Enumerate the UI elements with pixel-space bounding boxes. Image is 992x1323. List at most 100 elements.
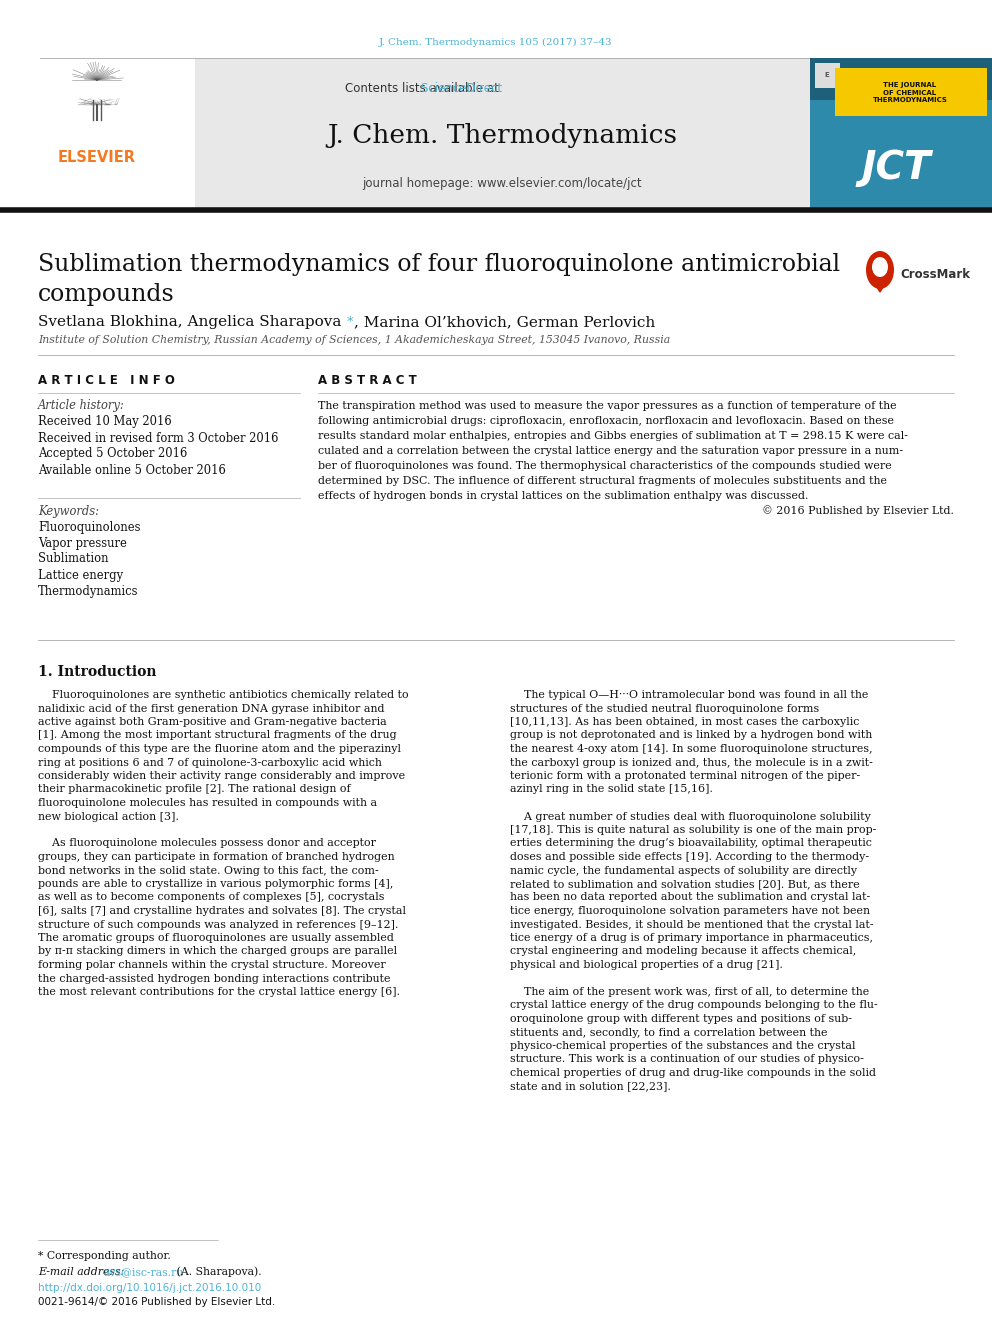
Text: A R T I C L E   I N F O: A R T I C L E I N F O [38, 373, 175, 386]
Text: crystal lattice energy of the drug compounds belonging to the flu-: crystal lattice energy of the drug compo… [510, 1000, 878, 1011]
Text: erties determining the drug’s bioavailability, optimal therapeutic: erties determining the drug’s bioavailab… [510, 839, 872, 848]
Text: Sublimation thermodynamics of four fluoroquinolone antimicrobial: Sublimation thermodynamics of four fluor… [38, 254, 840, 277]
Bar [835, 67, 987, 116]
Text: Received in revised form 3 October 2016: Received in revised form 3 October 2016 [38, 431, 279, 445]
Text: new biological action [3].: new biological action [3]. [38, 811, 179, 822]
Text: stituents and, secondly, to find a correlation between the: stituents and, secondly, to find a corre… [510, 1028, 827, 1037]
Text: Lattice energy: Lattice energy [38, 569, 123, 582]
Text: CrossMark: CrossMark [900, 269, 970, 282]
Text: fluoroquinolone molecules has resulted in compounds with a: fluoroquinolone molecules has resulted i… [38, 798, 377, 808]
Text: [10,11,13]. As has been obtained, in most cases the carboxylic: [10,11,13]. As has been obtained, in mos… [510, 717, 859, 728]
Text: THE JOURNAL
OF CHEMICAL
THERMODYNAMICS: THE JOURNAL OF CHEMICAL THERMODYNAMICS [873, 82, 947, 103]
Text: E: E [824, 71, 829, 78]
Text: * Corresponding author.: * Corresponding author. [38, 1252, 171, 1261]
Text: J. Chem. Thermodynamics 105 (2017) 37–43: J. Chem. Thermodynamics 105 (2017) 37–43 [379, 37, 613, 46]
Text: the nearest 4-oxy atom [14]. In some fluoroquinolone structures,: the nearest 4-oxy atom [14]. In some flu… [510, 744, 873, 754]
Text: doses and possible side effects [19]. According to the thermody-: doses and possible side effects [19]. Ac… [510, 852, 869, 863]
Text: structures of the studied neutral fluoroquinolone forms: structures of the studied neutral fluoro… [510, 704, 819, 713]
Text: physico-chemical properties of the substances and the crystal: physico-chemical properties of the subst… [510, 1041, 855, 1050]
Text: J. Chem. Thermodynamics: J. Chem. Thermodynamics [327, 123, 678, 147]
Text: http://dx.doi.org/10.1016/j.jct.2016.10.010: http://dx.doi.org/10.1016/j.jct.2016.10.… [38, 1283, 261, 1293]
Text: Thermodynamics: Thermodynamics [38, 585, 139, 598]
Text: tice energy, fluoroquinolone solvation parameters have not been: tice energy, fluoroquinolone solvation p… [510, 906, 870, 916]
Text: © 2016 Published by Elsevier Ltd.: © 2016 Published by Elsevier Ltd. [762, 505, 954, 516]
Text: crystal engineering and modeling because it affects chemical,: crystal engineering and modeling because… [510, 946, 856, 957]
Ellipse shape [866, 251, 894, 288]
Text: oroquinolone group with different types and positions of sub-: oroquinolone group with different types … [510, 1013, 852, 1024]
Text: compounds: compounds [38, 283, 175, 307]
Text: [1]. Among the most important structural fragments of the drug: [1]. Among the most important structural… [38, 730, 397, 741]
Text: active against both Gram-positive and Gram-negative bacteria: active against both Gram-positive and Gr… [38, 717, 387, 728]
Text: Keywords:: Keywords: [38, 504, 99, 517]
Text: ber of fluoroquinolones was found. The thermophysical characteristics of the com: ber of fluoroquinolones was found. The t… [318, 460, 892, 471]
Ellipse shape [872, 257, 888, 277]
Text: JCT: JCT [861, 149, 930, 187]
Text: as well as to become components of complexes [5], cocrystals: as well as to become components of compl… [38, 893, 385, 902]
Text: related to sublimation and solvation studies [20]. But, as there: related to sublimation and solvation stu… [510, 878, 860, 889]
Text: Fluoroquinolones: Fluoroquinolones [38, 520, 141, 533]
Text: group is not deprotonated and is linked by a hydrogen bond with: group is not deprotonated and is linked … [510, 730, 872, 741]
Text: by π-π stacking dimers in which the charged groups are parallel: by π-π stacking dimers in which the char… [38, 946, 397, 957]
Text: effects of hydrogen bonds in crystal lattices on the sublimation enthalpy was di: effects of hydrogen bonds in crystal lat… [318, 491, 808, 501]
Text: nalidixic acid of the first generation DNA gyrase inhibitor and: nalidixic acid of the first generation D… [38, 704, 385, 713]
Text: state and in solution [22,23].: state and in solution [22,23]. [510, 1081, 671, 1091]
Text: terionic form with a protonated terminal nitrogen of the piper-: terionic form with a protonated terminal… [510, 771, 860, 781]
Text: [6], salts [7] and crystalline hydrates and solvates [8]. The crystal: [6], salts [7] and crystalline hydrates … [38, 906, 406, 916]
Text: groups, they can participate in formation of branched hydrogen: groups, they can participate in formatio… [38, 852, 395, 863]
Bar [815, 64, 840, 89]
Text: As fluoroquinolone molecules possess donor and acceptor: As fluoroquinolone molecules possess don… [38, 839, 376, 848]
Text: the most relevant contributions for the crystal lattice energy [6].: the most relevant contributions for the … [38, 987, 400, 998]
Text: forming polar channels within the crystal structure. Moreover: forming polar channels within the crysta… [38, 960, 386, 970]
Polygon shape [875, 284, 885, 292]
Text: E-mail address:: E-mail address: [38, 1267, 128, 1277]
Text: A great number of studies deal with fluoroquinolone solubility: A great number of studies deal with fluo… [510, 811, 871, 822]
Text: Svetlana Blokhina, Angelica Sharapova: Svetlana Blokhina, Angelica Sharapova [38, 315, 341, 329]
Text: azinyl ring in the solid state [15,16].: azinyl ring in the solid state [15,16]. [510, 785, 713, 795]
Text: , Marina Ol’khovich, German Perlovich: , Marina Ol’khovich, German Perlovich [354, 315, 656, 329]
Text: structure of such compounds was analyzed in references [9–12].: structure of such compounds was analyzed… [38, 919, 399, 930]
Text: [17,18]. This is quite natural as solubility is one of the main prop-: [17,18]. This is quite natural as solubi… [510, 826, 876, 835]
Text: considerably widen their activity range considerably and improve: considerably widen their activity range … [38, 771, 405, 781]
Bar [0, 58, 195, 210]
Text: their pharmacokinetic profile [2]. The rational design of: their pharmacokinetic profile [2]. The r… [38, 785, 350, 795]
Text: culated and a correlation between the crystal lattice energy and the saturation : culated and a correlation between the cr… [318, 446, 903, 456]
Text: the carboxyl group is ionized and, thus, the molecule is in a zwit-: the carboxyl group is ionized and, thus,… [510, 758, 873, 767]
Text: the charged-assisted hydrogen bonding interactions contribute: the charged-assisted hydrogen bonding in… [38, 974, 391, 983]
Text: (A. Sharapova).: (A. Sharapova). [173, 1266, 262, 1277]
Text: Article history:: Article history: [38, 400, 125, 413]
Text: following antimicrobial drugs: ciprofloxacin, enrofloxacin, norfloxacin and levo: following antimicrobial drugs: ciproflox… [318, 415, 894, 426]
Text: The aim of the present work was, first of all, to determine the: The aim of the present work was, first o… [510, 987, 869, 998]
Text: has been no data reported about the sublimation and crystal lat-: has been no data reported about the subl… [510, 893, 870, 902]
Text: Available online 5 October 2016: Available online 5 October 2016 [38, 463, 226, 476]
Bar [0, 58, 992, 210]
Text: results standard molar enthalpies, entropies and Gibbs energies of sublimation a: results standard molar enthalpies, entro… [318, 431, 908, 441]
Text: ScienceDirect: ScienceDirect [302, 82, 503, 94]
Text: determined by DSC. The influence of different structural fragments of molecules : determined by DSC. The influence of diff… [318, 476, 887, 486]
Text: chemical properties of drug and drug-like compounds in the solid: chemical properties of drug and drug-lik… [510, 1068, 876, 1078]
Text: Contents lists available at: Contents lists available at [345, 82, 503, 94]
Text: physical and biological properties of a drug [21].: physical and biological properties of a … [510, 960, 783, 970]
Text: The typical O—H···O intramolecular bond was found in all the: The typical O—H···O intramolecular bond … [510, 691, 868, 700]
Text: ∗: ∗ [346, 312, 354, 325]
Text: journal homepage: www.elsevier.com/locate/jct: journal homepage: www.elsevier.com/locat… [363, 176, 642, 189]
Text: 0021-9614/© 2016 Published by Elsevier Ltd.: 0021-9614/© 2016 Published by Elsevier L… [38, 1297, 275, 1307]
Text: pounds are able to crystallize in various polymorphic forms [4],: pounds are able to crystallize in variou… [38, 878, 394, 889]
Text: The aromatic groups of fluoroquinolones are usually assembled: The aromatic groups of fluoroquinolones … [38, 933, 394, 943]
Text: Fluoroquinolones are synthetic antibiotics chemically related to: Fluoroquinolones are synthetic antibioti… [38, 691, 409, 700]
Text: namic cycle, the fundamental aspects of solubility are directly: namic cycle, the fundamental aspects of … [510, 865, 857, 876]
Text: Vapor pressure: Vapor pressure [38, 537, 127, 549]
Bar [810, 101, 992, 210]
Text: bond networks in the solid state. Owing to this fact, the com-: bond networks in the solid state. Owing … [38, 865, 379, 876]
Text: tice energy of a drug is of primary importance in pharmaceutics,: tice energy of a drug is of primary impo… [510, 933, 873, 943]
Text: avs@isc-ras.ru: avs@isc-ras.ru [103, 1267, 184, 1277]
Text: ring at positions 6 and 7 of quinolone-3-carboxylic acid which: ring at positions 6 and 7 of quinolone-3… [38, 758, 382, 767]
Text: A B S T R A C T: A B S T R A C T [318, 373, 417, 386]
Text: investigated. Besides, it should be mentioned that the crystal lat-: investigated. Besides, it should be ment… [510, 919, 874, 930]
Text: ELSEVIER: ELSEVIER [58, 151, 136, 165]
Text: The transpiration method was used to measure the vapor pressures as a function o: The transpiration method was used to mea… [318, 401, 897, 411]
Text: Accepted 5 October 2016: Accepted 5 October 2016 [38, 447, 187, 460]
Text: 1. Introduction: 1. Introduction [38, 665, 157, 679]
Bar [810, 58, 992, 210]
Text: Institute of Solution Chemistry, Russian Academy of Sciences, 1 Akademicheskaya : Institute of Solution Chemistry, Russian… [38, 335, 671, 345]
Bar [195, 58, 810, 210]
